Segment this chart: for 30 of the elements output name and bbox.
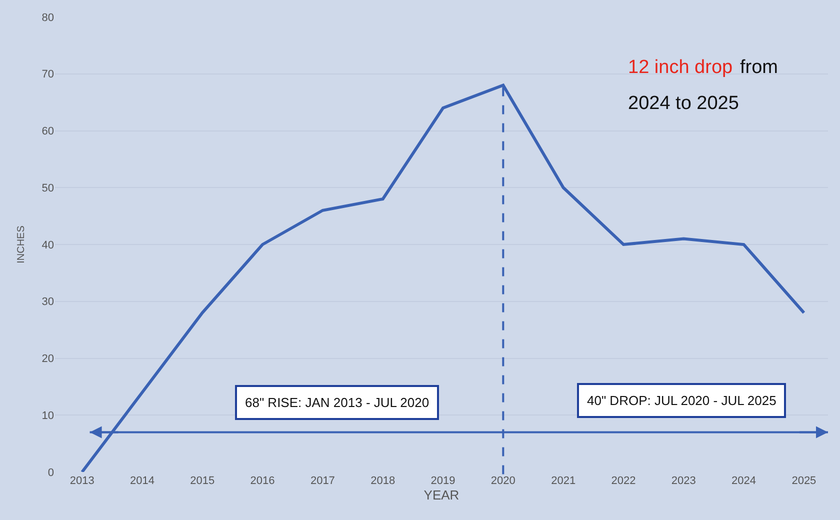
annotation: 40" DROP: JUL 2020 - JUL 2025 [587,393,776,408]
annotation: from [740,57,778,78]
y-tick-label: 50 [42,182,54,194]
x-tick-label: 2015 [190,475,215,487]
y-axis-title: INCHES [16,225,27,264]
y-tick-label: 40 [42,239,54,252]
x-axis-title: YEAR [424,488,460,503]
y-tick-label: 10 [42,410,54,422]
y-tick-label: 0 [48,466,54,479]
y-tick-label: 80 [42,12,54,24]
x-tick-label: 2014 [130,475,154,487]
annotation: 12 inch drop [628,57,733,78]
x-tick-label: 2019 [430,475,456,487]
y-tick-label: 60 [42,126,54,138]
y-tick-label: 70 [42,68,54,81]
x-tick-label: 2021 [551,475,576,487]
annotation: 2024 to 2025 [628,93,739,114]
x-tick-label: 2024 [732,475,756,487]
annotation: 68" RISE: JAN 2013 - JUL 2020 [245,395,430,410]
x-tick-label: 2018 [370,475,396,487]
x-tick-label: 2022 [611,475,636,487]
y-tick-label: 20 [42,353,54,366]
x-tick-label: 2013 [70,475,94,487]
x-tick-label: 2017 [310,475,335,487]
x-tick-label: 2025 [792,475,816,487]
y-tick-label: 30 [42,296,54,308]
x-tick-label: 2023 [671,475,696,487]
x-tick-label: 2016 [250,475,275,487]
line-series [80,84,806,472]
x-tick-label: 2020 [490,475,516,487]
